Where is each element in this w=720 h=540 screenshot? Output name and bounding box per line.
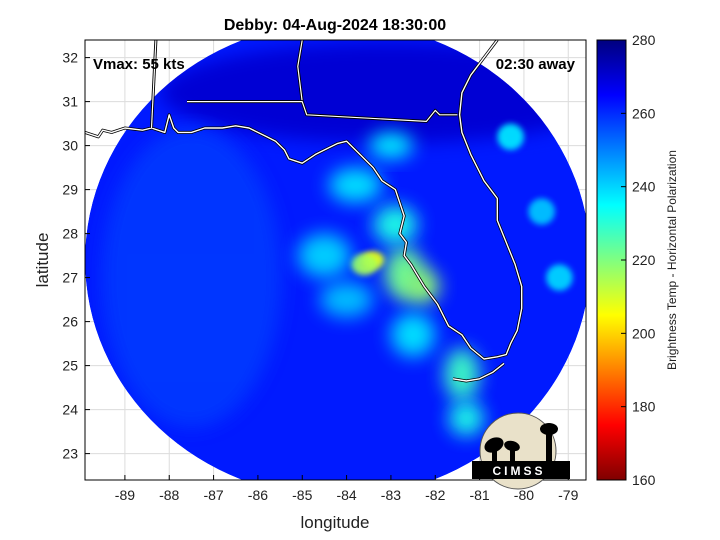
vmax-annotation: Vmax: 55 kts <box>93 56 185 73</box>
y-tick-label: 25 <box>62 358 78 374</box>
y-tick-label: 29 <box>62 182 78 198</box>
swath-feature <box>297 233 352 278</box>
y-tick-label: 31 <box>62 94 78 110</box>
swath-feature <box>328 167 383 203</box>
colorbar-tick-label: 220 <box>632 252 656 268</box>
state-border <box>297 40 303 102</box>
y-tick-label: 26 <box>62 314 78 330</box>
colorbar-ticks: 160 180 200 220 240 260 280 <box>621 32 656 488</box>
y-tick-label: 24 <box>62 402 78 418</box>
swath-feature <box>546 264 573 291</box>
cimss-logo: CIMSS <box>472 412 570 490</box>
x-axis-ticks: -89 -88 -87 -86 -85 -84 -83 -82 -81 -80 -79 <box>115 475 579 503</box>
colorbar-label: Brightness Temp - Horizontal Polarizatio… <box>665 150 679 370</box>
colorbar-tick-label: 200 <box>632 325 656 341</box>
coastline <box>85 40 523 360</box>
x-tick-label: -87 <box>203 487 223 503</box>
swath-gulf-warm <box>101 127 282 428</box>
swath-feature <box>497 123 524 150</box>
swath-feature <box>444 348 480 401</box>
y-axis-ticks: 23 24 25 26 27 28 29 30 31 32 <box>62 50 90 462</box>
time-offset-annotation: 02:30 away <box>496 56 576 73</box>
coastline <box>452 362 505 382</box>
y-tick-label: 30 <box>62 138 78 154</box>
swath-feature <box>528 198 555 225</box>
chart-title: Debby: 04-Aug-2024 18:30:00 <box>224 17 446 34</box>
swath-feature <box>368 132 414 159</box>
coastlines <box>85 40 524 383</box>
colorbar-tick-label: 280 <box>632 32 656 48</box>
x-tick-label: -79 <box>558 487 578 503</box>
swath-feature <box>448 400 485 436</box>
x-tick-label: -82 <box>425 487 445 503</box>
y-axis-label: latitude <box>33 233 52 288</box>
y-tick-label: 28 <box>62 226 78 242</box>
x-tick-label: -83 <box>381 487 401 503</box>
state-border <box>150 40 157 129</box>
colorbar-tick-label: 240 <box>632 179 656 195</box>
swath-feature <box>373 205 418 245</box>
y-tick-label: 27 <box>62 270 78 286</box>
x-tick-label: -86 <box>248 487 268 503</box>
y-tick-label: 32 <box>62 50 78 66</box>
plot-area: -89 -88 -87 -86 -85 -84 -83 -82 -81 -80 -79 23 24 25… <box>62 39 587 503</box>
x-tick-label: -89 <box>115 487 135 503</box>
plot-frame <box>84 39 587 481</box>
swath-feature <box>390 312 436 357</box>
colorbar-tick-label: 160 <box>632 472 656 488</box>
x-tick-label: -80 <box>514 487 534 503</box>
swath-feature <box>351 253 378 276</box>
x-tick-label: -85 <box>292 487 312 503</box>
state-border <box>187 100 458 123</box>
x-tick-label: -84 <box>336 487 356 503</box>
colorbar-tick-label: 180 <box>632 399 656 415</box>
cimss-logo-text: CIMSS <box>492 464 545 478</box>
colorbar-tick-label: 260 <box>632 105 656 121</box>
x-axis-label: longitude <box>300 513 369 532</box>
x-tick-label: -88 <box>159 487 179 503</box>
y-tick-label: 23 <box>62 446 78 462</box>
swath-feature <box>319 282 374 318</box>
colorbar: 160 180 200 220 240 260 280 Brightness Temp - … <box>596 32 679 488</box>
x-tick-label: -81 <box>469 487 489 503</box>
